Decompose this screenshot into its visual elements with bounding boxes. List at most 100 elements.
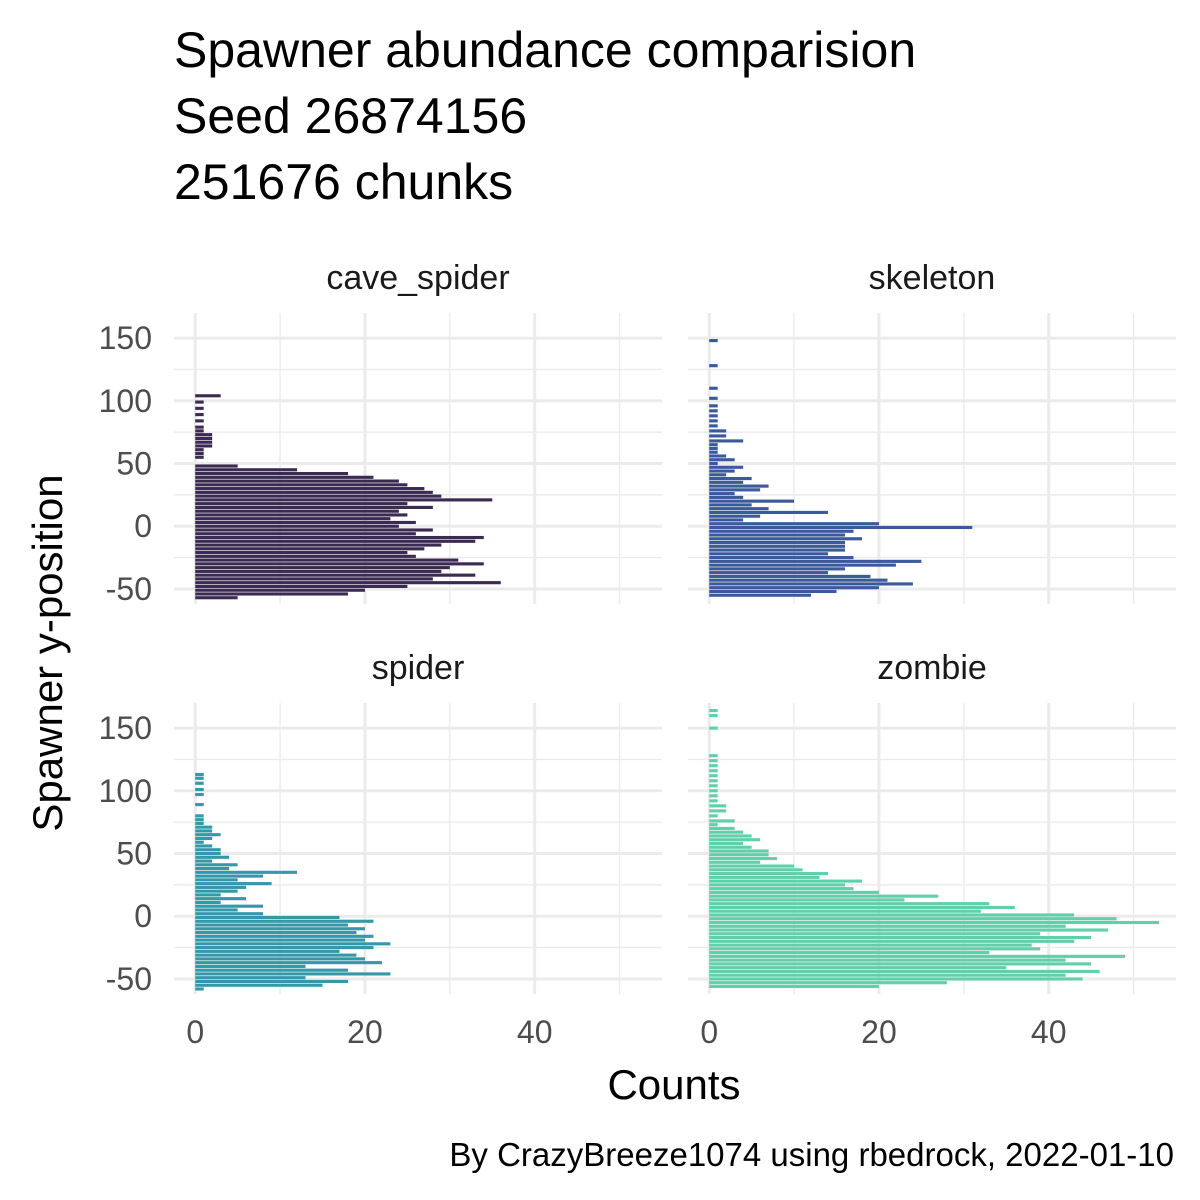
facet-panels: cave_spider 150 100 50 0 -50 skeleton spider 150… xyxy=(99,259,1176,1050)
bar xyxy=(709,419,718,423)
title-line-1: Spawner abundance comparision xyxy=(174,22,916,78)
bar xyxy=(709,799,718,803)
bar xyxy=(709,984,879,989)
bar xyxy=(709,582,913,586)
bar xyxy=(709,894,939,898)
bar xyxy=(195,897,247,901)
bar xyxy=(709,439,744,443)
x-tick-label: 40 xyxy=(1031,1014,1067,1050)
bar xyxy=(709,492,735,496)
x-tick-label: 40 xyxy=(517,1014,553,1050)
bar xyxy=(709,924,1066,928)
bar xyxy=(709,364,718,368)
bar xyxy=(195,867,230,871)
bar xyxy=(195,528,433,532)
bar xyxy=(195,979,348,984)
bar xyxy=(195,781,204,785)
bar xyxy=(709,578,888,582)
x-tick-label: 20 xyxy=(861,1014,897,1050)
bar xyxy=(195,558,459,562)
y-tick-label: 100 xyxy=(99,773,152,809)
bar xyxy=(195,455,204,459)
bar xyxy=(709,593,812,597)
bar xyxy=(195,596,238,600)
bar xyxy=(709,883,846,887)
bar xyxy=(195,490,433,494)
bar xyxy=(709,779,718,783)
bar xyxy=(195,448,204,452)
panel-skeleton: skeleton xyxy=(688,259,1176,604)
bar xyxy=(195,829,213,833)
bar xyxy=(195,949,340,953)
bar xyxy=(709,525,973,530)
bar xyxy=(709,969,1100,973)
bar xyxy=(709,973,1066,977)
bar xyxy=(709,477,752,481)
bar xyxy=(709,429,727,433)
bar xyxy=(709,764,718,768)
strip-label: zombie xyxy=(877,649,987,687)
bar xyxy=(195,588,365,592)
y-tick-label: 150 xyxy=(99,320,152,356)
bar xyxy=(709,548,846,552)
bar xyxy=(709,563,896,567)
bar xyxy=(709,514,761,518)
bar xyxy=(709,856,778,861)
bar xyxy=(195,520,416,525)
bar xyxy=(709,507,769,511)
bar xyxy=(195,855,230,859)
bar xyxy=(195,814,204,818)
bar xyxy=(709,529,854,533)
bar xyxy=(709,754,718,758)
bar xyxy=(195,930,357,935)
bar xyxy=(195,532,416,536)
bar xyxy=(709,845,752,849)
bar xyxy=(709,958,1066,962)
bar xyxy=(709,537,862,541)
bar xyxy=(195,444,213,448)
bar xyxy=(195,961,382,965)
bar xyxy=(709,522,879,526)
bar xyxy=(709,819,735,823)
bar xyxy=(709,465,744,469)
bar xyxy=(195,844,213,848)
y-tick-label: 0 xyxy=(134,898,152,934)
bar xyxy=(709,510,829,515)
bar xyxy=(709,887,854,891)
bar xyxy=(709,499,795,503)
bar xyxy=(709,503,752,507)
bar xyxy=(709,461,718,466)
bar xyxy=(709,962,1092,966)
bar xyxy=(195,505,433,509)
bar xyxy=(195,513,408,517)
bar xyxy=(709,450,718,454)
bar xyxy=(195,964,306,968)
bar xyxy=(709,917,1117,921)
bar xyxy=(709,841,744,846)
bar xyxy=(709,860,761,864)
bar xyxy=(709,339,718,343)
bar xyxy=(195,471,348,476)
bar xyxy=(709,789,718,793)
bar xyxy=(195,874,264,878)
y-tick-label: 100 xyxy=(99,383,152,419)
y-tick-label: 150 xyxy=(99,710,152,746)
bar xyxy=(195,592,348,596)
bar xyxy=(195,878,238,882)
bar xyxy=(709,533,846,537)
bar xyxy=(195,400,204,404)
strip-label: skeleton xyxy=(869,259,996,297)
bar xyxy=(709,540,846,545)
bar xyxy=(195,502,408,506)
bar xyxy=(195,851,221,856)
title-line-2: Seed 26874156 xyxy=(174,88,527,144)
bar xyxy=(709,726,718,730)
bar xyxy=(195,900,221,905)
bar xyxy=(195,882,272,886)
bar xyxy=(195,972,391,976)
bar xyxy=(195,787,204,792)
bar xyxy=(195,581,501,585)
bar xyxy=(195,406,204,410)
bar xyxy=(195,569,442,573)
bar xyxy=(195,915,340,920)
